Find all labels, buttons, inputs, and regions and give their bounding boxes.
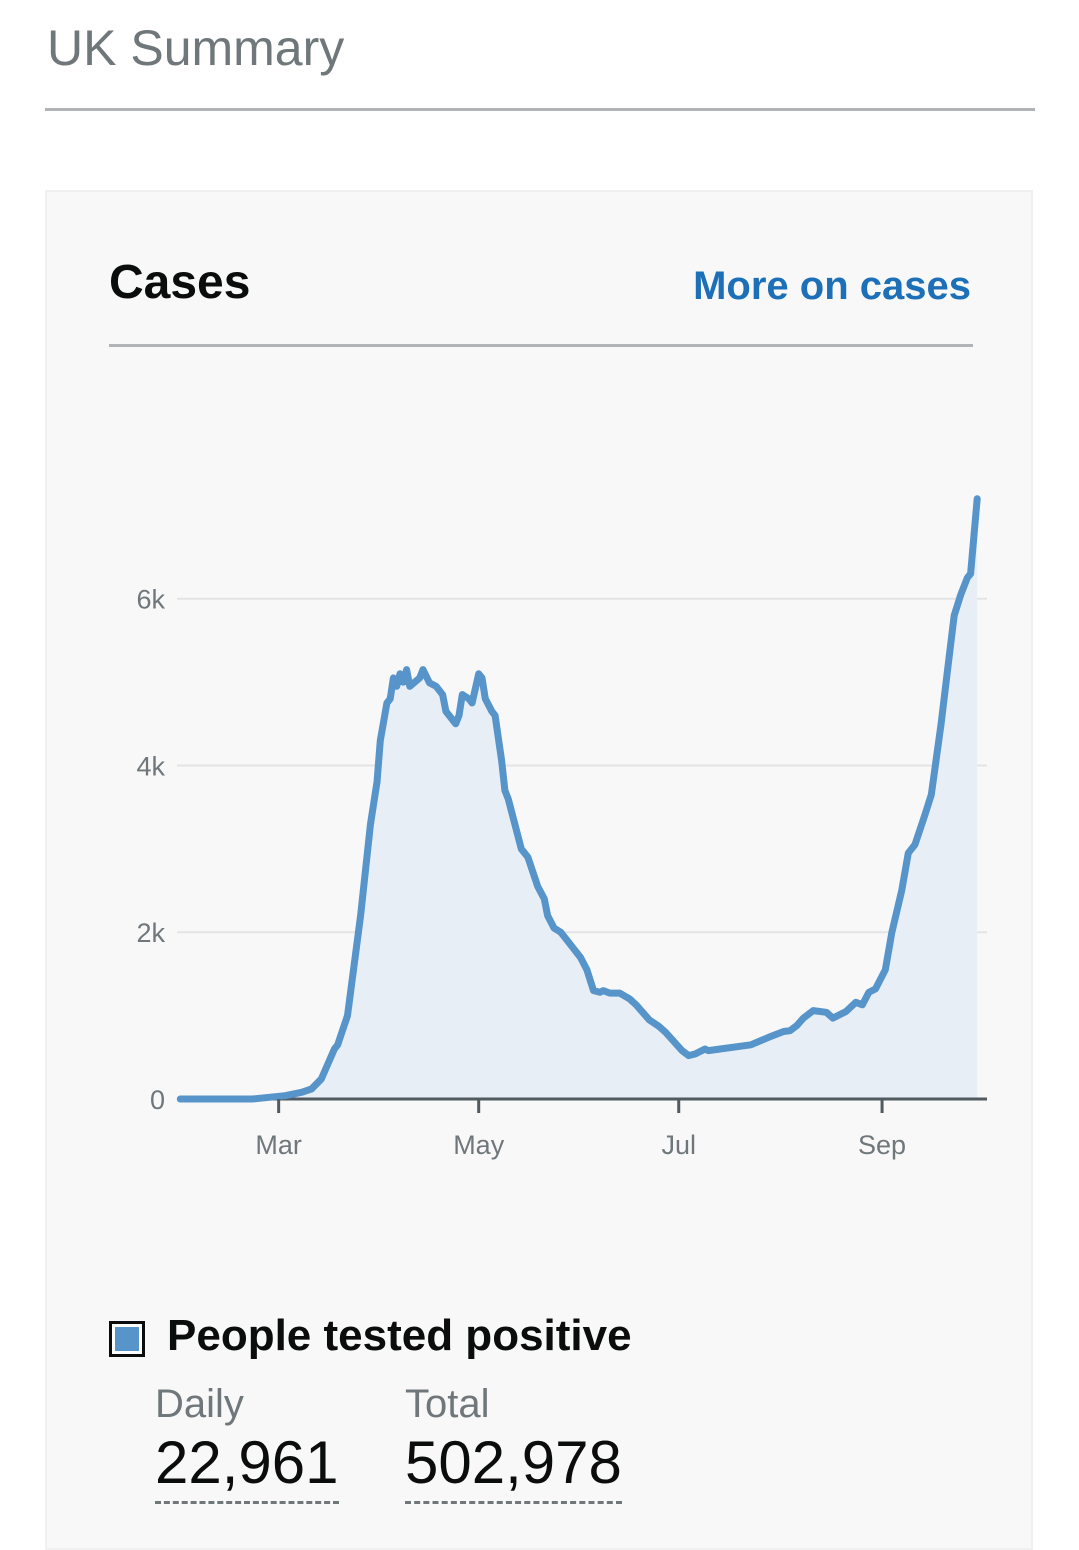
x-tick-label: Mar (255, 1130, 302, 1160)
legend-swatch (109, 1321, 145, 1358)
x-tick-label: Jul (661, 1130, 696, 1160)
series-area-people-tested-positive (180, 498, 978, 1099)
cases-card: Cases More on cases 0 2k 4k 6k Mar May Jul Sep … (45, 190, 1033, 1550)
more-on-cases-link[interactable]: More on cases (693, 264, 971, 308)
title-divider (45, 108, 1035, 111)
daily-stat: Daily 22,961 (155, 1380, 339, 1504)
card-divider (109, 344, 973, 347)
y-tick-label: 2k (136, 918, 165, 948)
series-line-people-tested-positive (176, 495, 981, 1103)
total-label: Total (405, 1382, 490, 1426)
y-tick-label: 6k (136, 585, 165, 615)
y-tick-label: 4k (136, 751, 165, 781)
page-title: UK Summary (47, 20, 345, 76)
x-tick-label: Sep (858, 1130, 906, 1160)
cases-chart: 0 2k 4k 6k Mar May Jul Sep (136, 495, 987, 1160)
daily-value[interactable]: 22,961 (155, 1428, 339, 1504)
x-tick-label: May (453, 1130, 505, 1160)
total-stat: Total 502,978 (405, 1380, 622, 1504)
legend-label: People tested positive (167, 1311, 632, 1360)
daily-label: Daily (155, 1382, 244, 1426)
y-tick-label: 0 (150, 1085, 165, 1115)
total-value[interactable]: 502,978 (405, 1428, 622, 1504)
legend: People tested positive (109, 1310, 632, 1363)
card-title: Cases (109, 256, 251, 309)
